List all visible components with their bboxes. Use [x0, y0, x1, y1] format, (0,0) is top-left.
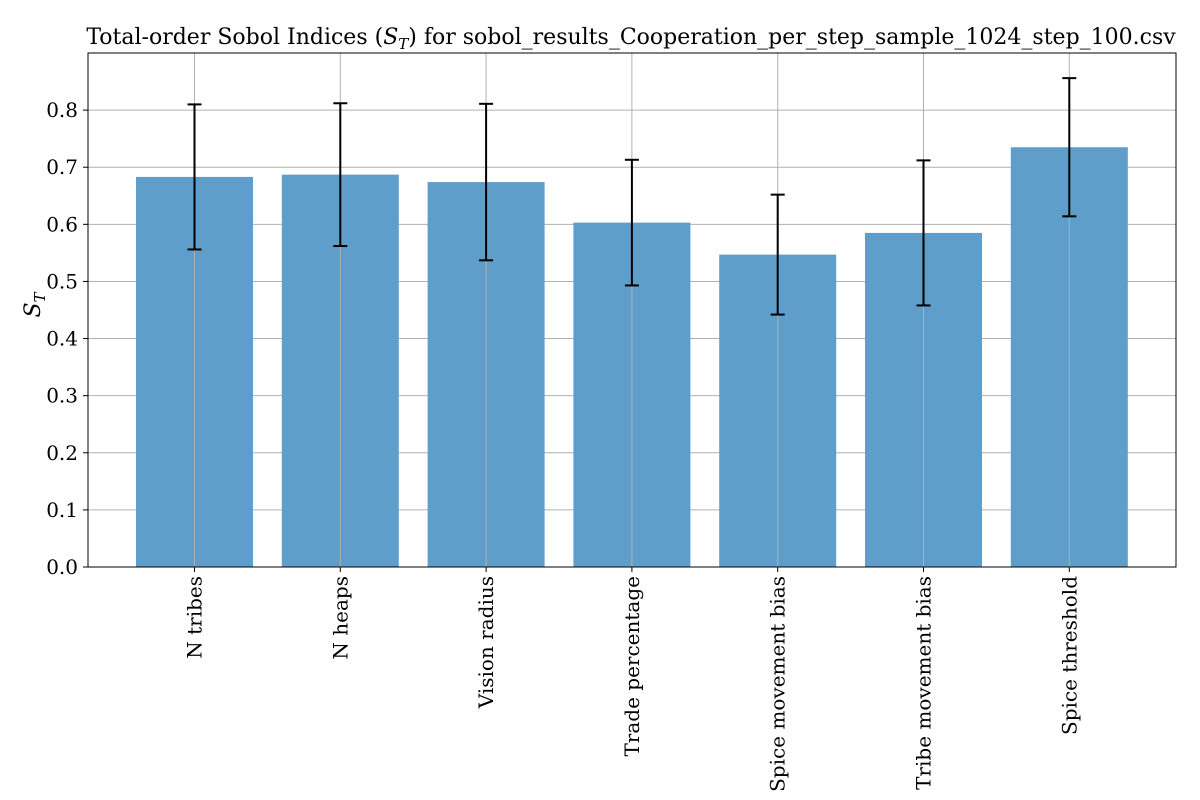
chart-title-prefix: Total-order Sobol Indices ( — [86, 25, 383, 50]
y-tick-label: 0.8 — [46, 98, 78, 122]
chart-title-math: S — [383, 25, 398, 50]
chart-title-suffix: ) for sobol_results_Cooperation_per_step… — [408, 25, 1176, 50]
x-tick-label: Spice threshold — [1057, 576, 1081, 735]
error-bars-group — [187, 77, 1077, 316]
y-tick-label: 0.1 — [46, 498, 78, 522]
y-tick-label: 0.4 — [46, 327, 78, 351]
y-tick-label: 0.3 — [46, 384, 78, 408]
y-tick-label: 0.0 — [46, 555, 78, 579]
y-tick-label: 0.2 — [46, 441, 78, 465]
x-ticks-group: N tribes N heaps Vision radius Trade percen… — [183, 567, 1081, 792]
x-tick-label: N tribes — [183, 576, 207, 659]
y-ticks-group: 0.0 0.1 0.2 0.3 0.4 0.5 0.6 0.7 0.8 — [46, 98, 88, 579]
chart-title-sub: T — [398, 35, 409, 53]
x-tick-label: Vision radius — [474, 576, 498, 709]
y-axis-label-main: S — [21, 302, 46, 317]
y-axis-label: ST — [21, 291, 49, 317]
chart-title: Total-order Sobol Indices (ST) for sobol… — [86, 25, 1176, 53]
x-tick-label: Trade percentage — [620, 576, 644, 757]
y-tick-label: 0.6 — [46, 212, 78, 236]
x-tick-label: Spice movement bias — [766, 576, 790, 792]
y-tick-label: 0.5 — [46, 269, 78, 293]
x-tick-label: N heaps — [328, 576, 352, 660]
y-axis-label-sub: T — [31, 291, 49, 302]
x-tick-label: Tribe movement bias — [912, 576, 936, 790]
y-tick-label: 0.7 — [46, 155, 78, 179]
